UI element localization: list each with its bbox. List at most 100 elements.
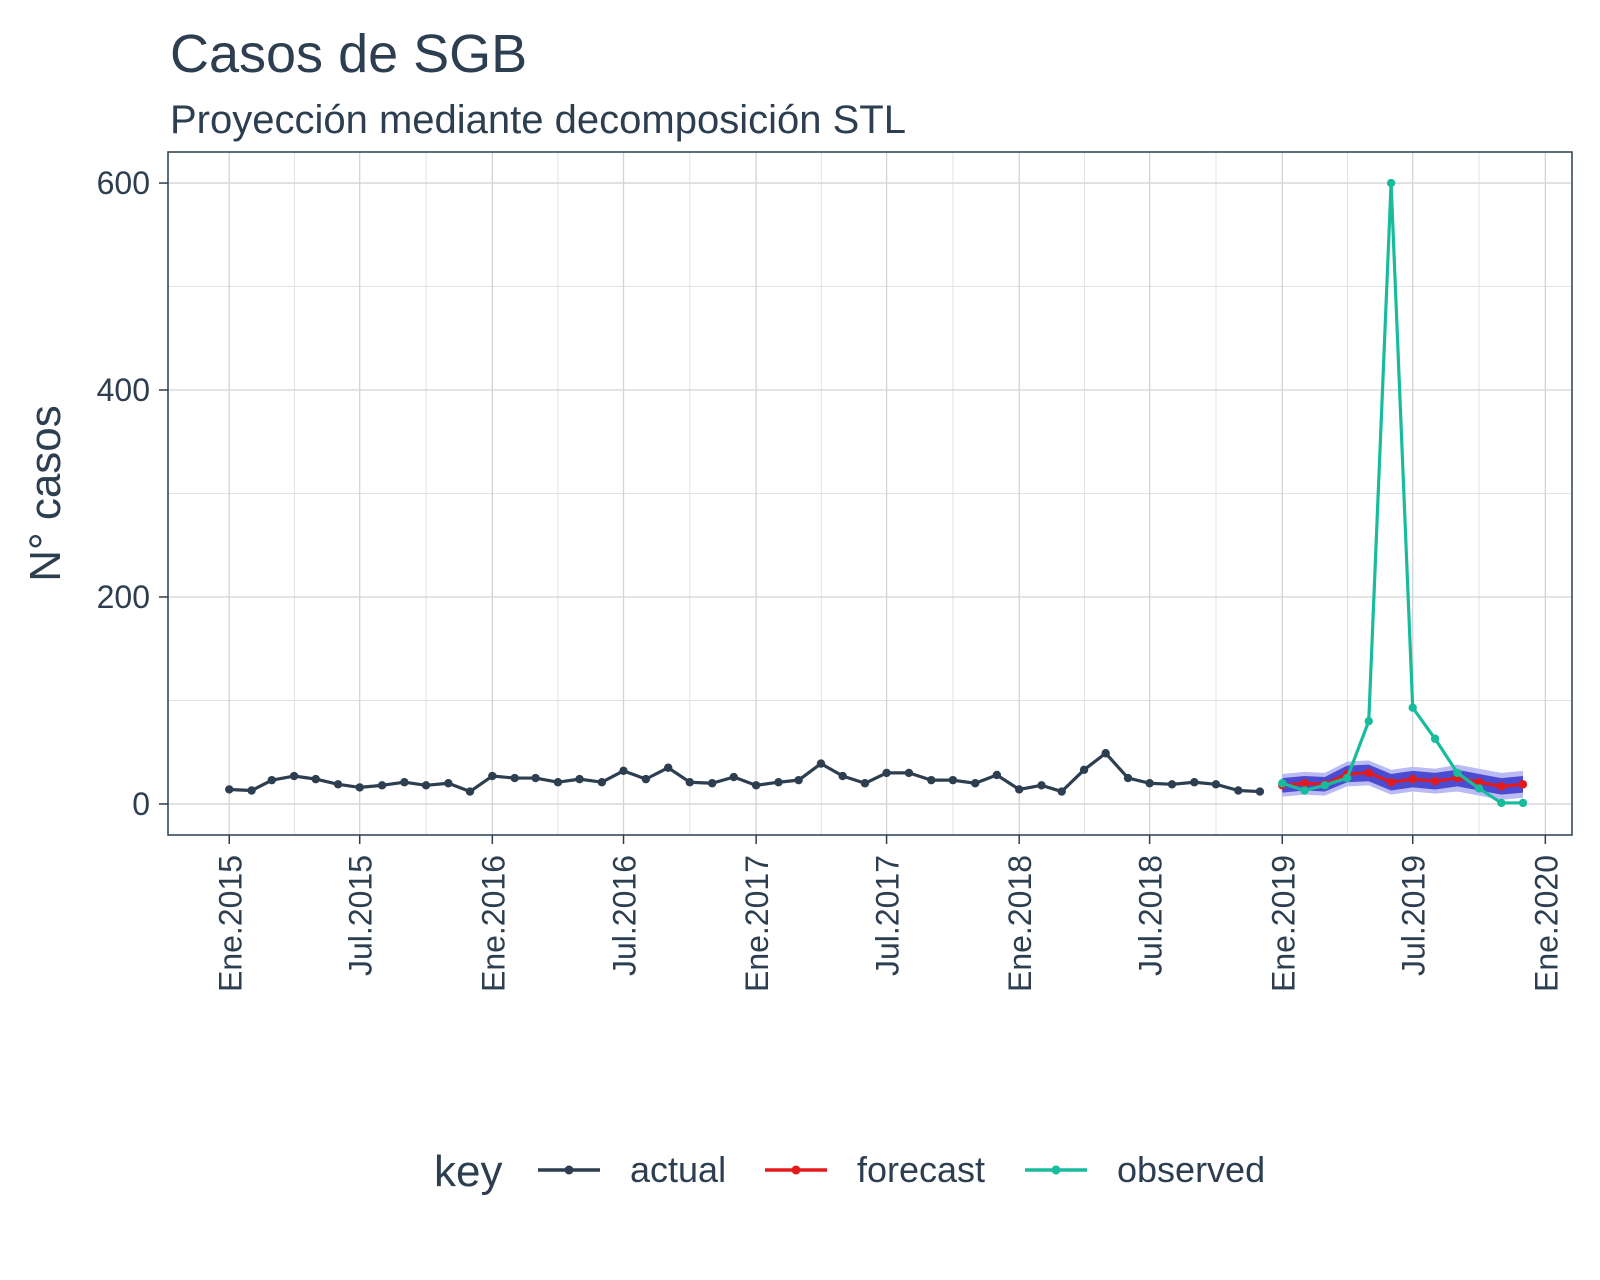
data-point-actual [1190,778,1199,787]
data-point-actual [1255,787,1265,796]
data-point-actual [267,775,276,785]
data-point-observed [1320,781,1329,790]
data-point-actual [225,785,234,794]
data-point-forecast [1364,768,1373,778]
data-point-actual [355,783,364,792]
data-point-actual [1234,786,1243,795]
data-point-actual [774,778,783,787]
data-point-actual [531,773,540,783]
data-point-actual [794,775,803,785]
data-point-forecast [1300,779,1309,788]
data-point-actual [311,774,320,784]
data-point-actual [860,779,870,788]
data-point-actual [510,773,519,783]
x-tick-label: Ene.2019 [1265,855,1301,992]
data-point-forecast [1497,782,1506,791]
data-point-actual [685,778,695,787]
data-point-actual [663,763,673,772]
data-point-actual [641,774,651,784]
plot-panel-border [167,151,1573,836]
data-point-actual [377,781,387,790]
legend-label: actual [630,1149,726,1190]
data-point-actual [971,779,980,788]
series-line-observed [1281,181,1523,805]
data-point-actual [729,772,738,782]
data-point-forecast [1408,774,1417,784]
data-point-forecast [1518,780,1528,789]
series-lines [225,178,1528,808]
legend-label: forecast [857,1149,985,1190]
y-tick-label: 400 [97,372,150,408]
series-actual [225,749,1265,796]
data-point-forecast [1386,778,1396,787]
x-tick-label: Ene.2018 [1002,855,1038,992]
data-point-actual [904,768,914,778]
x-tick-label: Ene.2016 [475,855,511,992]
x-tick-label: Jul.2019 [1396,855,1432,976]
data-point-observed [1386,178,1396,188]
data-point-actual [597,778,607,787]
data-point-observed [1342,773,1352,783]
data-point-actual [333,780,343,789]
data-point-actual [882,768,891,778]
y-tick-label: 0 [132,786,150,822]
data-point-actual [1014,785,1024,794]
data-point-actual [421,781,431,790]
axes: 0 200 400 600 Ene.2015 Jul.2015 Ene.2016 Jul.20… [97,165,1565,992]
x-tick-label: Jul.2017 [870,855,906,976]
chart-title: Casos de SGB [170,24,528,84]
y-axis-label: N° casos [21,405,70,582]
data-point-observed [1497,798,1506,808]
legend-item-actual: actual [538,1149,726,1190]
data-point-actual [444,779,453,788]
data-point-forecast [1430,776,1440,786]
data-point-actual [1211,780,1221,789]
y-tick-label: 600 [97,165,150,201]
legend-title: key [434,1147,502,1196]
data-point-observed [1408,703,1417,712]
x-tick-label: Jul.2015 [343,855,379,976]
data-point-observed [1474,784,1484,793]
data-point-actual [992,770,1002,780]
data-point-forecast [1474,778,1484,787]
data-point-actual [247,786,256,795]
data-point-actual [751,781,761,790]
data-point-actual [1123,773,1133,783]
data-point-actual [400,778,409,787]
data-point-actual [488,771,497,781]
data-point-observed [1278,779,1287,788]
data-point-actual [465,787,475,796]
data-point-actual [575,774,584,784]
legend-item-forecast: forecast [765,1149,985,1190]
legend-key-point [1051,1165,1061,1175]
data-point-actual [927,775,936,785]
data-point-actual [707,779,717,788]
data-point-observed [1300,786,1309,795]
series-observed [1278,178,1528,808]
legend-label: observed [1117,1149,1265,1190]
data-point-actual [1101,749,1110,758]
data-point-actual [948,775,958,785]
x-tick-label: Ene.2017 [739,855,775,992]
chart-subtitle: Proyección mediante decomposición STL [170,98,906,142]
legend-item-observed: observed [1025,1149,1265,1190]
x-tick-label: Jul.2016 [607,855,643,976]
data-point-actual [1145,779,1154,788]
data-point-actual [1057,787,1066,796]
y-tick-label: 200 [97,579,150,615]
data-point-actual [289,771,299,781]
data-point-actual [1167,780,1177,789]
data-point-actual [816,759,826,768]
legend: key actual forecast observed [434,1147,1265,1196]
data-point-observed [1364,716,1373,726]
legend-key-point [791,1165,801,1175]
data-point-actual [1037,781,1046,790]
x-tick-label: Ene.2020 [1528,855,1564,992]
data-point-actual [838,771,847,781]
grid-lines [168,152,1572,835]
data-point-actual [553,778,563,787]
legend-key-point [564,1165,574,1175]
data-point-observed [1430,734,1440,743]
x-tick-label: Ene.2015 [212,855,248,992]
